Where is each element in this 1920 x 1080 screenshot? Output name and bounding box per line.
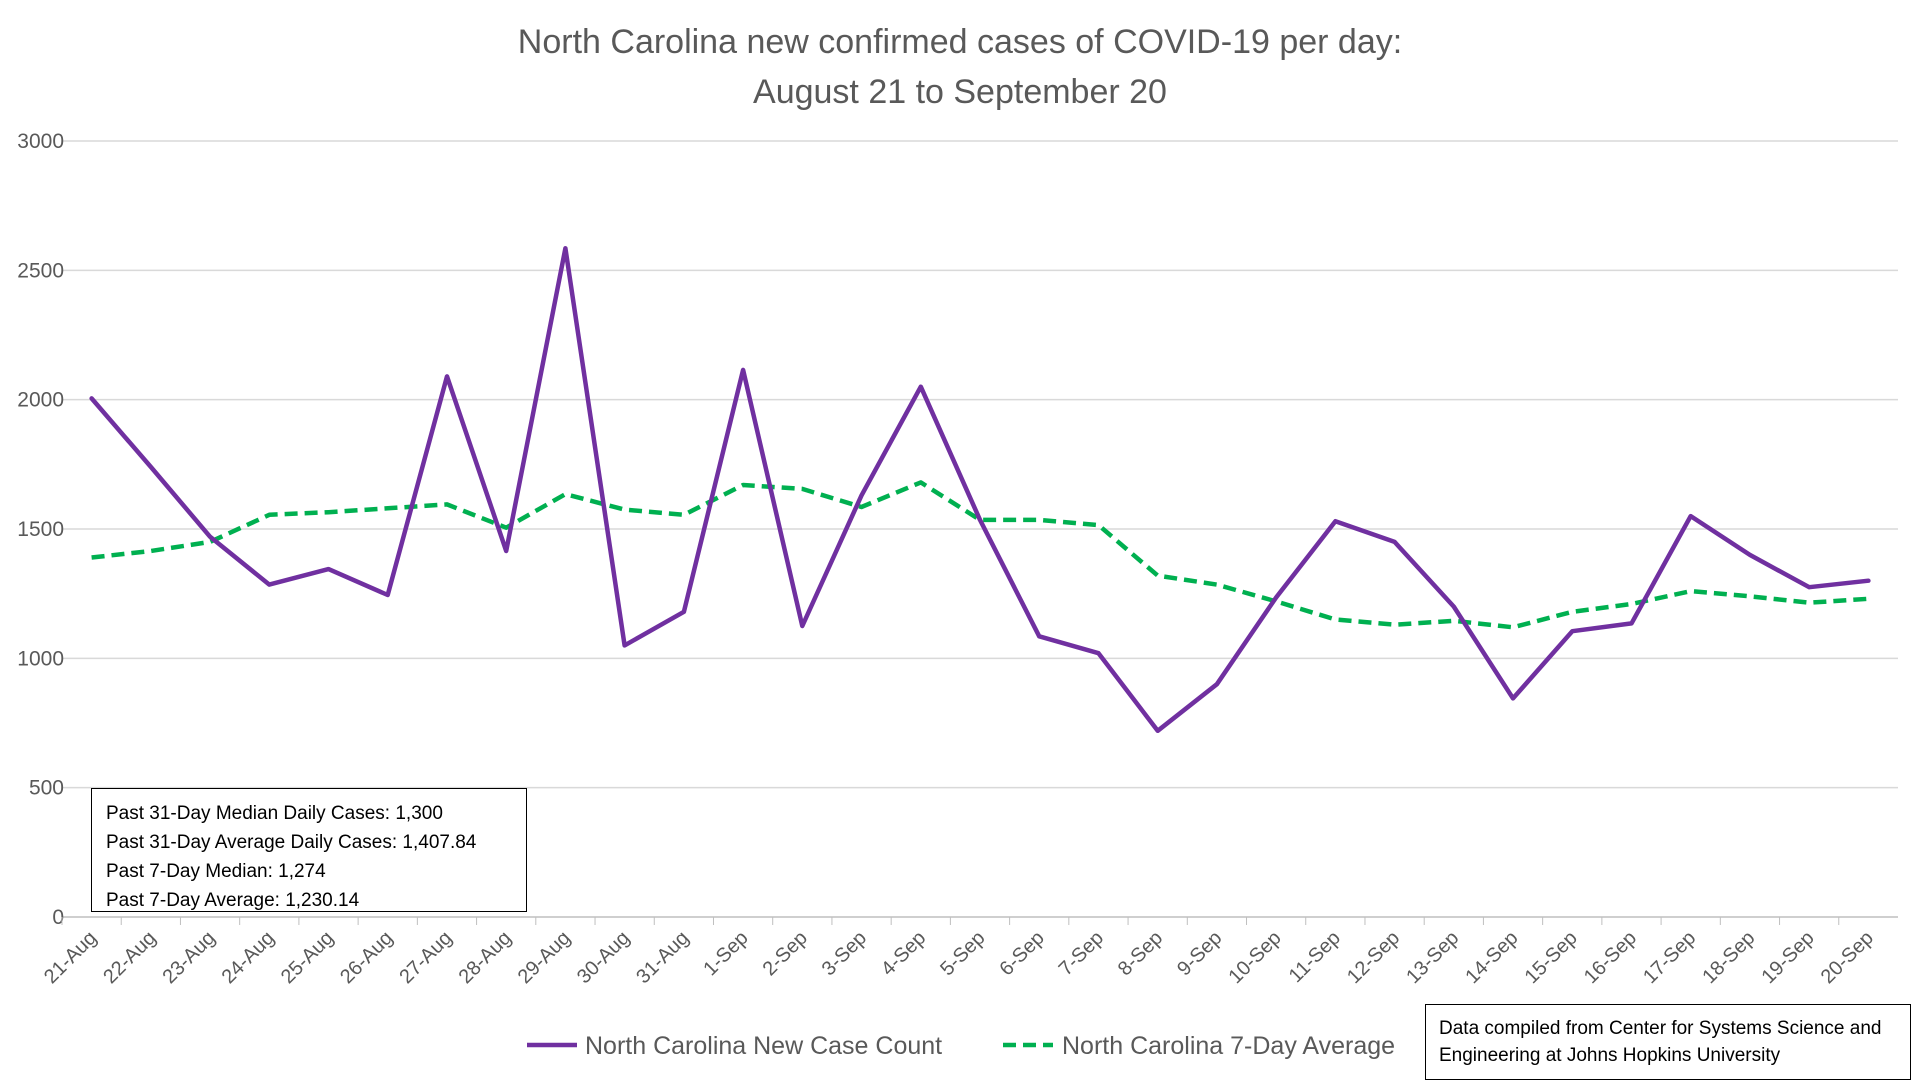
- series-line-seven-day-average: [91, 480, 1869, 630]
- gridlines: [62, 140, 1898, 918]
- source-note-line-2: Engineering at Johns Hopkins University: [1439, 1045, 1781, 1066]
- x-tick-label: 1-Sep: [699, 927, 752, 980]
- x-tick-label: 29-Aug: [514, 927, 575, 988]
- x-tick-label: 22-Aug: [99, 927, 160, 988]
- y-tick-label: 1500: [17, 518, 64, 541]
- x-tick-label: 5-Sep: [936, 927, 989, 980]
- x-tick-label: 2-Sep: [759, 927, 812, 980]
- x-tick-label: 10-Sep: [1224, 927, 1285, 988]
- x-tick-label: 4-Sep: [877, 927, 930, 980]
- x-tick-label: 24-Aug: [218, 927, 279, 988]
- x-tick-label: 3-Sep: [818, 927, 871, 980]
- x-tick-label: 13-Sep: [1402, 927, 1463, 988]
- x-tick-label: 30-Aug: [573, 927, 634, 988]
- y-tick-label: 2000: [17, 389, 64, 412]
- stats-average-7day: Past 7-Day Average: 1,230.14: [106, 890, 360, 911]
- y-axis-ticks: 0 500 1000 1500 2000 2500 3000: [17, 130, 64, 929]
- x-tick-label: 26-Aug: [336, 927, 397, 988]
- x-tick-label: 19-Sep: [1758, 927, 1819, 988]
- legend: North Carolina New Case Count North Carol…: [527, 1032, 1395, 1060]
- source-note: Data compiled from Center for Systems Sc…: [1425, 1004, 1911, 1080]
- y-tick-label: 0: [52, 906, 64, 929]
- x-tick-label: 9-Sep: [1173, 927, 1226, 980]
- x-tick-label: 20-Sep: [1817, 927, 1878, 988]
- legend-new-case-count-label: North Carolina New Case Count: [585, 1032, 942, 1060]
- y-tick-label: 1000: [17, 647, 64, 670]
- x-tick-label: 21-Aug: [40, 927, 101, 988]
- legend-seven-day-average-label: North Carolina 7-Day Average: [1062, 1032, 1395, 1060]
- series-lines: [89, 246, 1871, 734]
- x-tick-label: 23-Aug: [158, 927, 219, 988]
- x-tick-label: 6-Sep: [995, 927, 1048, 980]
- x-tick-label: 8-Sep: [1114, 927, 1167, 980]
- source-note-line-1: Data compiled from Center for Systems Sc…: [1439, 1018, 1882, 1039]
- x-tick-label: 25-Aug: [277, 927, 338, 988]
- x-tick-label: 17-Sep: [1639, 927, 1700, 988]
- stats-box: Past 31-Day Median Daily Cases: 1,300 Pa…: [91, 788, 527, 912]
- x-tick-label: 7-Sep: [1055, 927, 1108, 980]
- x-tick-label: 11-Sep: [1285, 927, 1345, 987]
- x-tick-label: 18-Sep: [1698, 927, 1759, 988]
- stats-average-31day: Past 31-Day Average Daily Cases: 1,407.8…: [106, 832, 477, 853]
- chart-subtitle: August 21 to September 20: [753, 73, 1167, 111]
- x-tick-label: 14-Sep: [1461, 927, 1522, 988]
- x-axis-ticks: 21-Aug22-Aug23-Aug24-Aug25-Aug26-Aug27-A…: [40, 917, 1878, 988]
- y-tick-label: 3000: [17, 130, 64, 153]
- x-tick-label: 12-Sep: [1343, 927, 1404, 988]
- x-tick-label: 27-Aug: [395, 927, 456, 988]
- chart-title: North Carolina new confirmed cases of CO…: [517, 23, 1403, 61]
- x-tick-label: 15-Sep: [1521, 927, 1582, 988]
- stats-median-31day: Past 31-Day Median Daily Cases: 1,300: [106, 803, 443, 824]
- x-tick-label: 16-Sep: [1580, 927, 1641, 988]
- stats-median-7day: Past 7-Day Median: 1,274: [106, 861, 326, 882]
- y-tick-label: 2500: [17, 259, 64, 282]
- y-tick-label: 500: [29, 777, 64, 800]
- x-tick-label: 28-Aug: [455, 927, 516, 988]
- x-tick-label: 31-Aug: [632, 927, 693, 988]
